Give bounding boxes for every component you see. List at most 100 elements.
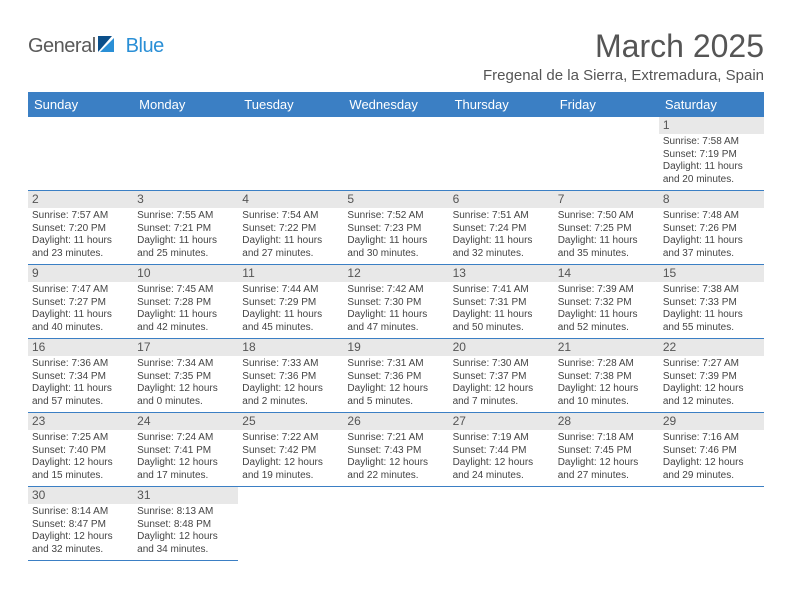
cell-text: Daylight: 11 hours [347, 235, 444, 248]
cell-text: Sunset: 7:45 PM [558, 445, 655, 458]
cell-text: Sunrise: 7:45 AM [137, 284, 234, 297]
cell-text: and 50 minutes. [453, 322, 550, 335]
day-number: 16 [28, 339, 133, 356]
cell-text: Sunrise: 7:52 AM [347, 210, 444, 223]
cell-text: Daylight: 12 hours [663, 457, 760, 470]
cell-text: and 40 minutes. [32, 322, 129, 335]
cell-text: and 27 minutes. [558, 470, 655, 483]
cell-text: Sunrise: 7:51 AM [453, 210, 550, 223]
cell-text: and 25 minutes. [137, 248, 234, 261]
cell-text: Sunrise: 7:25 AM [32, 432, 129, 445]
cell-text: and 45 minutes. [242, 322, 339, 335]
day-number: 2 [28, 191, 133, 208]
week-row: 23Sunrise: 7:25 AMSunset: 7:40 PMDayligh… [28, 413, 764, 487]
day-cell [554, 487, 659, 561]
cell-text: Sunrise: 7:34 AM [137, 358, 234, 371]
day-cell: 29Sunrise: 7:16 AMSunset: 7:46 PMDayligh… [659, 413, 764, 487]
calendar-table: SundayMondayTuesdayWednesdayThursdayFrid… [28, 92, 764, 561]
cell-text: and 42 minutes. [137, 322, 234, 335]
day-number: 12 [343, 265, 448, 282]
day-number: 24 [133, 413, 238, 430]
day-number: 6 [449, 191, 554, 208]
day-number: 17 [133, 339, 238, 356]
day-header: Thursday [449, 92, 554, 117]
day-cell: 8Sunrise: 7:48 AMSunset: 7:26 PMDaylight… [659, 191, 764, 265]
cell-text: Sunrise: 7:50 AM [558, 210, 655, 223]
day-number: 27 [449, 413, 554, 430]
location-text: Fregenal de la Sierra, Extremadura, Spai… [483, 67, 764, 84]
cell-text: and 5 minutes. [347, 396, 444, 409]
cell-text: Sunrise: 7:33 AM [242, 358, 339, 371]
cell-text: Daylight: 11 hours [32, 309, 129, 322]
day-cell [343, 117, 448, 191]
day-number: 18 [238, 339, 343, 356]
cell-text: Sunrise: 7:55 AM [137, 210, 234, 223]
cell-text: Daylight: 12 hours [663, 383, 760, 396]
cell-text: and 29 minutes. [663, 470, 760, 483]
day-cell: 5 Sunrise: 7:52 AMSunset: 7:23 PMDaylight… [343, 191, 448, 265]
cell-text: Sunrise: 7:42 AM [347, 284, 444, 297]
day-cell: 21Sunrise: 7:28 AMSunset: 7:38 PMDayligh… [554, 339, 659, 413]
cell-text: Sunset: 8:47 PM [32, 519, 129, 532]
cell-text: Daylight: 11 hours [558, 235, 655, 248]
day-cell [133, 117, 238, 191]
cell-text: Sunset: 7:43 PM [347, 445, 444, 458]
day-cell: 3Sunrise: 7:55 AMSunset: 7:21 PMDaylight… [133, 191, 238, 265]
day-number: 19 [343, 339, 448, 356]
cell-text: and 57 minutes. [32, 396, 129, 409]
cell-text: Sunrise: 7:18 AM [558, 432, 655, 445]
week-row: 2 Sunrise: 7:57 AMSunset: 7:20 PM Daylight… [28, 191, 764, 265]
cell-text: and 37 minutes. [663, 248, 760, 261]
cell-text: and 0 minutes. [137, 396, 234, 409]
cell-text: Daylight: 12 hours [137, 383, 234, 396]
cell-text: Sunset: 7:32 PM [558, 297, 655, 310]
day-number: 23 [28, 413, 133, 430]
cell-text: Daylight: 12 hours [347, 457, 444, 470]
day-number: 4 [238, 191, 343, 208]
cell-text: Sunrise: 7:38 AM [663, 284, 760, 297]
day-cell: 2Sunrise: 7:57 AMSunset: 7:20 PMDaylight… [28, 191, 133, 265]
day-cell [343, 487, 448, 561]
cell-text: Sunset: 7:22 PM [242, 223, 339, 236]
calendar-body: 1Sunrise: 7:58 AMSunset: 7:19 PMDaylight… [28, 117, 764, 561]
day-cell: 7Sunrise: 7:50 AMSunset: 7:25 PMDaylight… [554, 191, 659, 265]
day-cell: 17Sunrise: 7:34 AMSunset: 7:35 PMDayligh… [133, 339, 238, 413]
cell-text: Sunset: 7:31 PM [453, 297, 550, 310]
day-cell: 12Sunrise: 7:42 AMSunset: 7:30 PMDayligh… [343, 265, 448, 339]
cell-text: Sunrise: 7:54 AM [242, 210, 339, 223]
cell-text: Sunset: 7:20 PM [32, 223, 129, 236]
cell-text: Sunrise: 7:57 AM [32, 210, 129, 223]
cell-text: Sunset: 7:19 PM [663, 149, 760, 162]
cell-text: and 24 minutes. [453, 470, 550, 483]
cell-text: Sunrise: 7:41 AM [453, 284, 550, 297]
cell-text: and 7 minutes. [453, 396, 550, 409]
cell-text: Daylight: 12 hours [242, 457, 339, 470]
cell-text: Sunrise: 7:39 AM [558, 284, 655, 297]
day-cell [659, 487, 764, 561]
cell-text: Daylight: 11 hours [137, 309, 234, 322]
cell-text: Daylight: 12 hours [453, 457, 550, 470]
cell-text: Daylight: 12 hours [558, 383, 655, 396]
cell-text: Sunrise: 7:24 AM [137, 432, 234, 445]
day-number: 8 [659, 191, 764, 208]
day-number: 5 [343, 191, 448, 208]
cell-text: Sunset: 7:33 PM [663, 297, 760, 310]
cell-text: Daylight: 12 hours [347, 383, 444, 396]
cell-text: and 52 minutes. [558, 322, 655, 335]
cell-text: Sunrise: 8:14 AM [32, 506, 129, 519]
day-cell: 24Sunrise: 7:24 AMSunset: 7:41 PMDayligh… [133, 413, 238, 487]
brand-logo: General Blue [28, 34, 164, 59]
day-cell: 16Sunrise: 7:36 AMSunset: 7:34 PMDayligh… [28, 339, 133, 413]
day-cell: 30Sunrise: 8:14 AMSunset: 8:47 PMDayligh… [28, 487, 133, 561]
cell-text: Sunrise: 7:30 AM [453, 358, 550, 371]
day-number: 13 [449, 265, 554, 282]
cell-text: Daylight: 12 hours [242, 383, 339, 396]
cell-text: Sunset: 7:23 PM [347, 223, 444, 236]
day-cell: 18Sunrise: 7:33 AMSunset: 7:36 PMDayligh… [238, 339, 343, 413]
cell-text: Daylight: 11 hours [663, 235, 760, 248]
day-number: 31 [133, 487, 238, 504]
month-title: March 2025 [483, 28, 764, 65]
day-header: Wednesday [343, 92, 448, 117]
cell-text: Daylight: 12 hours [137, 457, 234, 470]
day-number: 29 [659, 413, 764, 430]
